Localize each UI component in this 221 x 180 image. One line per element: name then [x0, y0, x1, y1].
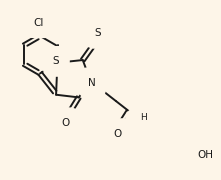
- Text: S: S: [53, 56, 59, 66]
- Text: N: N: [88, 78, 96, 88]
- Text: O: O: [114, 129, 122, 139]
- Text: S: S: [95, 28, 101, 38]
- Text: H: H: [140, 113, 147, 122]
- Text: Cl: Cl: [34, 18, 44, 28]
- Text: OH: OH: [197, 150, 213, 160]
- Text: NH: NH: [135, 119, 151, 129]
- Text: O: O: [61, 118, 70, 128]
